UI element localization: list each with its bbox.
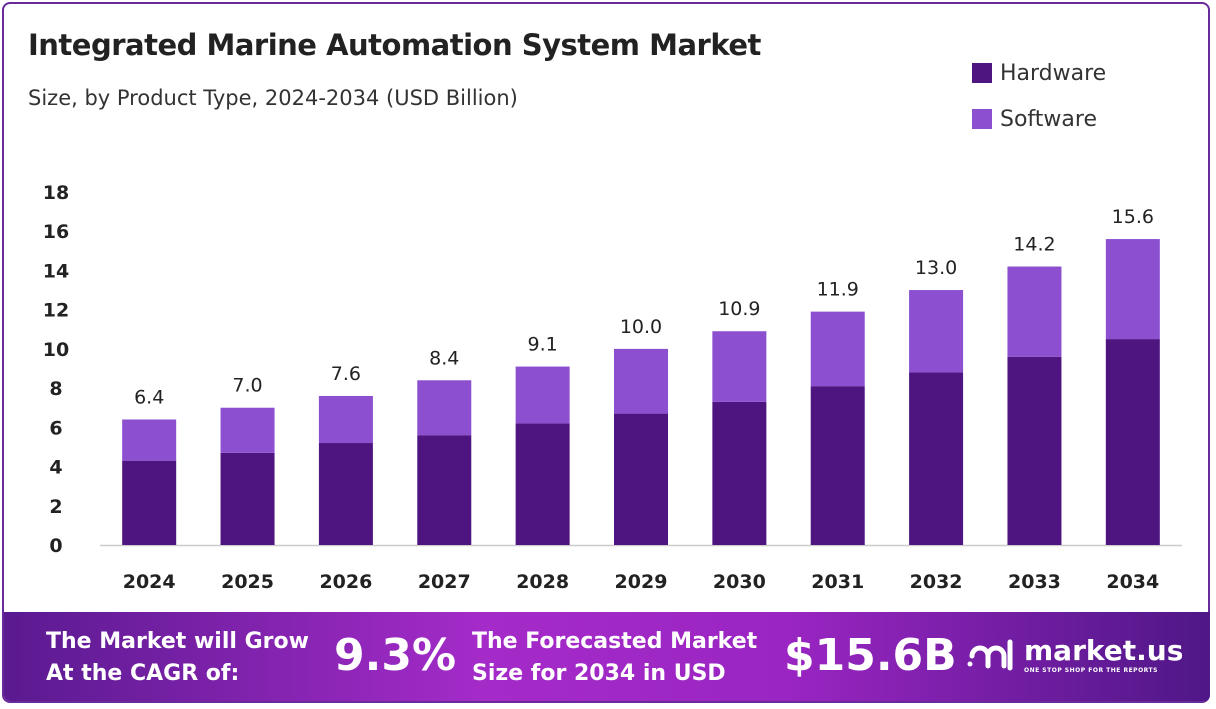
chart-subtitle: Size, by Product Type, 2024-2034 (USD Bi…: [28, 86, 518, 110]
data-label-total: 14.2: [1013, 234, 1055, 256]
forecast-label-line: The Forecasted Market: [472, 629, 758, 654]
data-label-total: 9.1: [528, 334, 558, 356]
bar-hardware-2029: [614, 413, 668, 545]
x-tick-label: 2029: [615, 571, 668, 593]
legend-item-hardware: Hardware: [972, 50, 1106, 96]
data-label-total: 11.9: [817, 279, 859, 301]
x-tick-label: 2028: [516, 571, 569, 593]
x-tick-label: 2024: [123, 571, 176, 593]
data-label-total: 10.0: [620, 316, 662, 338]
y-tick-label: 12: [43, 300, 69, 322]
y-tick-label: 2: [49, 496, 62, 518]
legend-item-software: Software: [972, 96, 1106, 142]
y-tick-label: 18: [43, 182, 69, 204]
cagr-label-line: The Market will Grow: [46, 629, 309, 654]
chart-title: Integrated Marine Automation System Mark…: [28, 28, 761, 62]
x-tick-label: 2026: [319, 571, 372, 593]
market-us-logo: market.us ONE STOP SHOP FOR THE REPORTS: [966, 634, 1183, 674]
y-tick-label: 10: [43, 339, 69, 361]
bar-chart: 0 2 4 6 8 10 12 14 16 18 6.4 2024 7.0 2025 7.6 2026 8.4 2…: [43, 182, 1182, 593]
legend-swatch-software: [972, 109, 992, 129]
y-tick-label: 16: [43, 221, 69, 243]
forecast-label: The Forecasted Market Size for 2034 in US…: [472, 626, 757, 690]
y-tick-label: 6: [49, 417, 62, 439]
x-tick-label: 2027: [418, 571, 471, 593]
cagr-value: 9.3%: [334, 630, 457, 681]
y-tick-label: 14: [43, 260, 69, 282]
x-tick-label: 2032: [910, 571, 963, 593]
legend-swatch-hardware: [972, 63, 992, 83]
x-tick-label: 2034: [1106, 571, 1159, 593]
legend: Hardware Software: [972, 50, 1106, 142]
bar-hardware-2026: [318, 443, 373, 545]
x-tick-label: 2025: [221, 571, 274, 593]
y-tick-label: 8: [49, 378, 62, 400]
bar-hardware-2025: [220, 452, 275, 545]
bar-hardware-2031: [810, 386, 865, 545]
y-tick-label: 0: [49, 535, 62, 557]
logo-tagline: ONE STOP SHOP FOR THE REPORTS: [1024, 667, 1158, 674]
bar-software-2025: [220, 407, 275, 453]
data-label-total: 13.0: [915, 257, 957, 279]
bar-hardware-2030: [712, 401, 767, 545]
logo-icon: [967, 639, 1013, 671]
data-label-total: 7.0: [232, 375, 262, 397]
bar-software-2028: [515, 366, 570, 424]
x-tick-label: 2030: [713, 571, 766, 593]
bar-software-2034: [1105, 239, 1160, 340]
cagr-label-line: At the CAGR of:: [46, 661, 240, 686]
x-tick-label: 2033: [1008, 571, 1061, 593]
bar-software-2026: [318, 395, 373, 444]
bar-hardware-2028: [515, 423, 570, 545]
x-tick-label: 2031: [811, 571, 864, 593]
bar-software-2033: [1007, 266, 1062, 357]
bar-hardware-2024: [122, 460, 177, 545]
bar-software-2027: [417, 380, 472, 436]
data-label-total: 10.9: [718, 298, 760, 320]
cagr-label: The Market will Grow At the CAGR of:: [46, 626, 309, 690]
data-label-total: 8.4: [429, 347, 459, 369]
forecast-label-line: Size for 2034 in USD: [472, 661, 726, 686]
bar-software-2031: [810, 311, 865, 387]
bar-software-2024: [122, 419, 177, 461]
data-label-total: 6.4: [134, 386, 164, 408]
bar-software-2029: [614, 348, 668, 414]
legend-label: Software: [1000, 106, 1097, 132]
logo-text: market.us: [1024, 634, 1184, 667]
forecast-value: $15.6B: [784, 630, 957, 681]
footer-banner: The Market will Grow At the CAGR of: 9.3%…: [4, 612, 1210, 701]
bar-software-2032: [909, 290, 964, 373]
y-tick-label: 4: [49, 457, 62, 479]
data-label-total: 7.6: [331, 363, 361, 385]
bar-hardware-2027: [417, 435, 472, 545]
bar-software-2030: [712, 331, 767, 402]
data-label-total: 15.6: [1112, 206, 1154, 228]
bar-hardware-2034: [1105, 339, 1160, 545]
legend-label: Hardware: [1000, 60, 1107, 86]
bar-hardware-2032: [909, 372, 964, 545]
bar-hardware-2033: [1007, 356, 1062, 545]
